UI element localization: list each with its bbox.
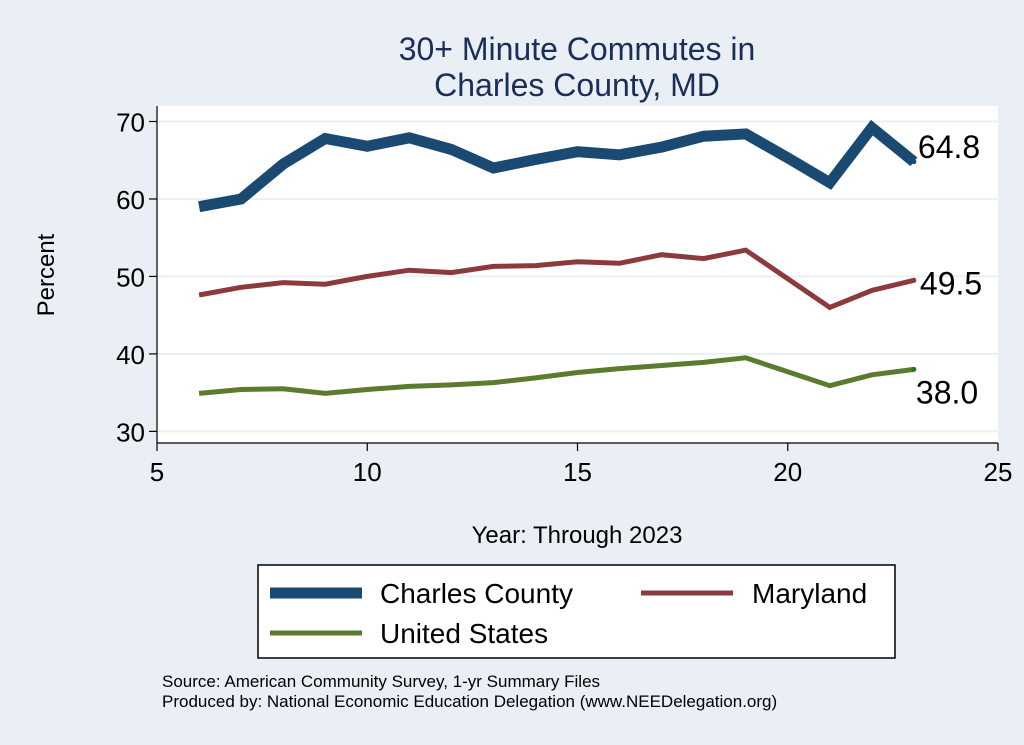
series-endpoint-charles-county: [911, 159, 917, 165]
source-note: Source: American Community Survey, 1-yr …: [162, 672, 601, 691]
legend-label-maryland: Maryland: [752, 578, 867, 609]
x-tick-label-25: 25: [984, 457, 1013, 487]
legend-box: [257, 564, 896, 659]
x-tick-label-10: 10: [353, 457, 382, 487]
series-line-charles-county: [198, 119, 918, 213]
x-axis-ticks: 5 10 15 20 25: [150, 443, 1013, 487]
legend-label-charles-county: Charles County: [380, 578, 573, 609]
plot-area: [157, 106, 998, 443]
end-label-charles-county: 64.8: [918, 129, 980, 165]
x-axis-label: Year: Through 2023: [472, 522, 683, 549]
x-tick-label-15: 15: [563, 457, 592, 487]
series-line-maryland: [198, 247, 915, 311]
end-label-maryland: 49.5: [920, 265, 982, 301]
x-tick-label-5: 5: [150, 457, 164, 487]
legend-label-united-states: United States: [380, 618, 548, 649]
x-tick-label-20: 20: [773, 457, 802, 487]
y-axis-ticks: 30 40 50 60 70: [116, 107, 157, 447]
y-tick-label-40: 40: [116, 340, 145, 370]
y-tick-label-60: 60: [116, 185, 145, 215]
chart-title-line-1: 30+ Minute Commutes in: [399, 31, 756, 67]
gridlines: [157, 120, 998, 433]
legend: Charles County Maryland United States: [257, 564, 896, 659]
producer-note: Produced by: National Economic Education…: [162, 692, 778, 711]
chart-title-line-2: Charles County, MD: [434, 67, 720, 103]
end-label-united-states: 38.0: [916, 374, 978, 410]
y-tick-label-70: 70: [116, 107, 145, 137]
series-line-united-states: [198, 355, 915, 396]
series-endpoint-united-states: [911, 366, 917, 372]
line-chart: 30 40 50 60 70 5 10 15 20 25 64.8 49.5 38.0 30+ Mi…: [33, 31, 1013, 659]
series-lines: [198, 119, 918, 396]
series-endpoint-maryland: [911, 277, 917, 283]
end-labels: 64.8 49.5 38.0: [916, 129, 982, 411]
y-tick-label-50: 50: [116, 262, 145, 292]
y-axis-label: Percent: [33, 233, 60, 316]
y-tick-label-30: 30: [116, 417, 145, 447]
